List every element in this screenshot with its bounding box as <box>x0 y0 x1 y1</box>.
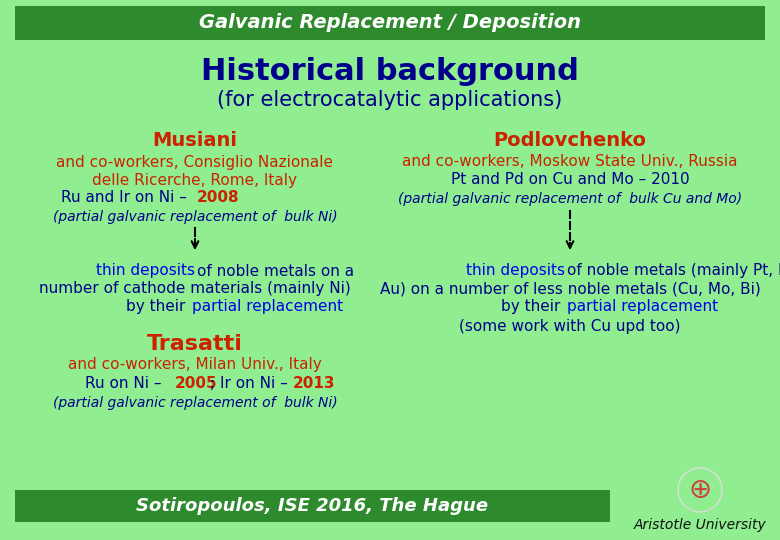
Text: Ru on Ni –: Ru on Ni – <box>85 376 166 392</box>
Text: partial replacement: partial replacement <box>567 300 718 314</box>
Text: Historical background: Historical background <box>201 57 579 86</box>
Text: ⊕: ⊕ <box>689 476 711 504</box>
Text: Ru and Ir on Ni –: Ru and Ir on Ni – <box>62 191 192 206</box>
Text: and co-workers, Consiglio Nazionale: and co-workers, Consiglio Nazionale <box>56 154 334 170</box>
Text: Pt and Pd on Cu and Mo – 2010: Pt and Pd on Cu and Mo – 2010 <box>451 172 690 187</box>
Text: partial replacement: partial replacement <box>192 300 343 314</box>
Text: (partial galvanic replacement of  bulk Cu and Mo): (partial galvanic replacement of bulk Cu… <box>398 192 742 206</box>
Text: Au) on a number of less noble metals (Cu, Mo, Bi): Au) on a number of less noble metals (Cu… <box>380 281 760 296</box>
Text: and co-workers, Moskow State Univ., Russia: and co-workers, Moskow State Univ., Russ… <box>402 154 738 170</box>
Text: 2008: 2008 <box>197 191 239 206</box>
Text: number of cathode materials (mainly Ni): number of cathode materials (mainly Ni) <box>39 281 351 296</box>
Text: (some work with Cu upd too): (some work with Cu upd too) <box>459 319 681 334</box>
Bar <box>15 6 765 40</box>
Text: Aristotle University: Aristotle University <box>633 518 767 532</box>
Text: (partial galvanic replacement of  bulk Ni): (partial galvanic replacement of bulk Ni… <box>53 210 337 224</box>
Text: (for electrocatalytic applications): (for electrocatalytic applications) <box>218 90 562 110</box>
Text: delle Ricerche, Rome, Italy: delle Ricerche, Rome, Italy <box>93 172 297 187</box>
Text: (partial galvanic replacement of  bulk Ni): (partial galvanic replacement of bulk Ni… <box>53 396 337 410</box>
Text: of noble metals (mainly Pt, Pd and: of noble metals (mainly Pt, Pd and <box>567 264 780 279</box>
Bar <box>15 490 610 522</box>
Text: Podlovchenko: Podlovchenko <box>494 131 647 150</box>
Text: by their: by their <box>126 300 190 314</box>
Text: by their: by their <box>501 300 565 314</box>
Text: and co-workers, Milan Univ., Italy: and co-workers, Milan Univ., Italy <box>68 357 322 373</box>
Text: thin deposits: thin deposits <box>466 264 565 279</box>
Text: of noble metals on a: of noble metals on a <box>197 264 354 279</box>
Text: ; Ir on Ni –: ; Ir on Ni – <box>210 376 292 392</box>
Text: Sotiropoulos, ISE 2016, The Hague: Sotiropoulos, ISE 2016, The Hague <box>136 497 488 515</box>
Text: Trasatti: Trasatti <box>147 334 243 354</box>
Text: 2013: 2013 <box>293 376 335 392</box>
Text: Galvanic Replacement / Deposition: Galvanic Replacement / Deposition <box>199 14 581 32</box>
Text: Musiani: Musiani <box>153 131 237 150</box>
Text: 2005: 2005 <box>175 376 218 392</box>
Text: thin deposits: thin deposits <box>96 264 195 279</box>
